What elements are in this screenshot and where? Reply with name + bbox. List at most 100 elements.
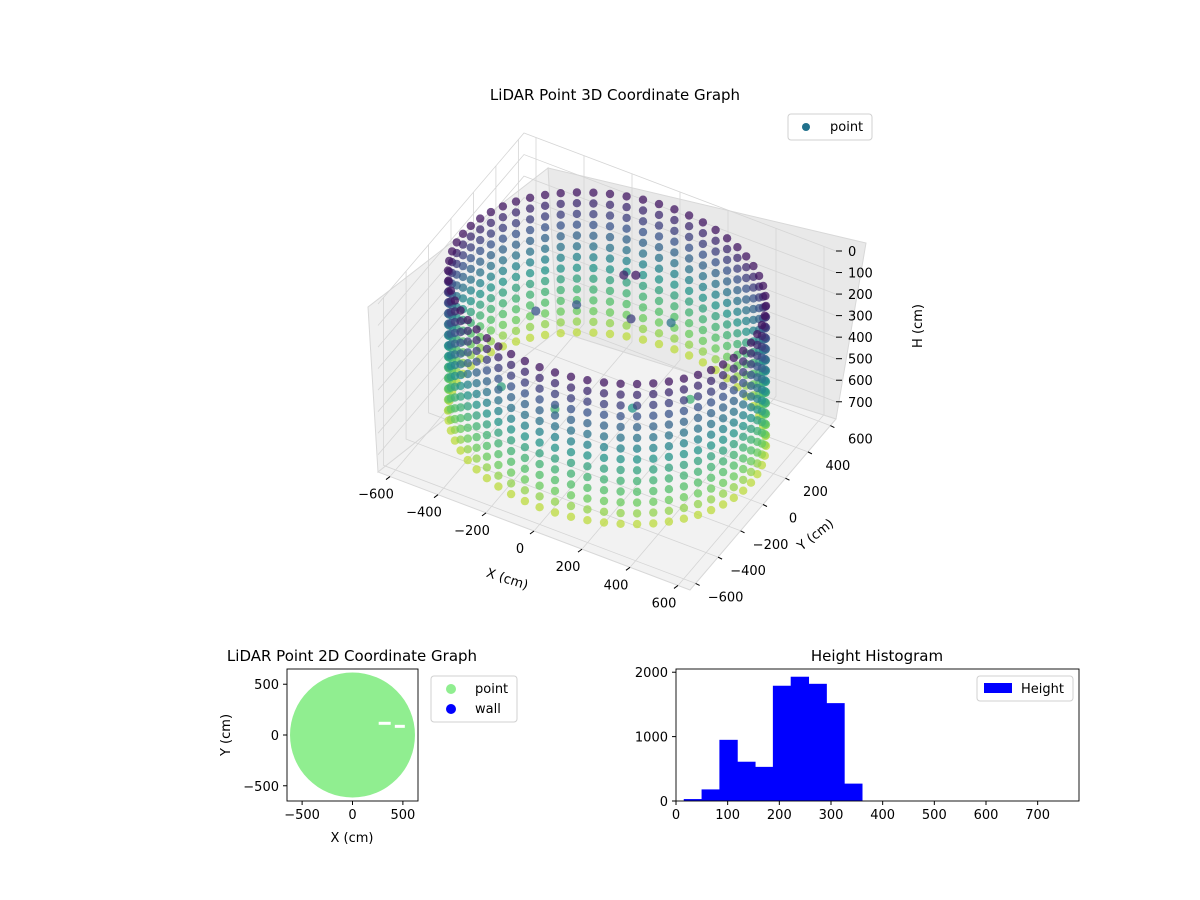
cloud-point-842: [583, 451, 592, 460]
cloud-point-589: [718, 446, 728, 455]
cloud-point-475: [753, 405, 762, 414]
cloud-point-79: [670, 248, 679, 257]
cloud-point-314: [466, 297, 475, 306]
cloud-point-85: [572, 317, 582, 326]
cloud-point-710: [506, 489, 516, 499]
cloud-point-9: [622, 235, 631, 244]
cloud-point-25: [638, 217, 648, 226]
cloud-point-841: [583, 462, 592, 471]
cloud-point-151: [540, 212, 550, 221]
cloud-point-533: [739, 421, 748, 431]
cloud-point-205: [511, 240, 521, 249]
cloud-point-649: [693, 413, 703, 423]
cloud-point-184: [722, 352, 732, 361]
grid-line-z-3: [377, 197, 837, 369]
z-tick-label-4: 400: [848, 331, 873, 346]
cloud-point-27: [638, 195, 648, 204]
cloud-point-23: [638, 238, 648, 247]
cloud-point-28: [605, 329, 615, 339]
cloud-point-796: [550, 486, 560, 496]
cloud-point-127: [698, 347, 708, 356]
cloud-point-761: [632, 423, 642, 432]
cloud-point-797: [550, 475, 560, 485]
cloud-point-640: [693, 510, 703, 520]
cloud-point-66: [589, 220, 598, 230]
cloud-point-315: [466, 286, 475, 295]
cloud-point-670: [679, 493, 689, 502]
x-tick-mark-6: [673, 585, 679, 589]
cloud-point-12: [622, 202, 631, 212]
cloud-point-249: [742, 273, 751, 283]
y-tick-2d-label-2: 500: [254, 678, 279, 693]
cloud-point-729: [649, 465, 658, 474]
cloud-point-828: [566, 448, 576, 457]
cloud-point-625: [706, 365, 716, 375]
cloud-point-540: [739, 346, 748, 355]
cloud-point-202: [511, 272, 521, 282]
cloud-point-802: [550, 422, 560, 431]
cloud-point-839: [583, 483, 592, 493]
x-tick-mark-3: [529, 530, 535, 535]
cloud-point-477: [753, 383, 762, 393]
y-tick-label-6: 600: [848, 433, 873, 448]
cloud-point-819: [599, 399, 609, 409]
cloud-point-555: [450, 296, 460, 305]
cloud-point-572: [456, 424, 465, 434]
cloud-point-849: [583, 376, 592, 385]
x-tick-mark-0: [385, 476, 391, 480]
cloud-point-847: [583, 397, 592, 406]
cloud-point-678: [679, 406, 689, 416]
cloud-point-502: [746, 424, 756, 434]
cloud-point-231: [498, 266, 508, 276]
cloud-point-126: [698, 358, 708, 367]
cloud-point-609: [463, 337, 472, 346]
cloud-point-594: [718, 392, 728, 401]
cloud-point-769: [535, 470, 544, 480]
cloud-point-783: [616, 487, 625, 496]
cloud-point-62: [589, 263, 598, 273]
cloud-point-826: [566, 469, 576, 478]
cloud-point-531: [739, 443, 748, 452]
cloud-point-291: [476, 235, 485, 245]
cloud-point-15: [638, 324, 648, 334]
cloud-point-97: [572, 188, 582, 197]
cloud-point-196: [511, 337, 521, 346]
cloud-point-612: [706, 505, 716, 515]
histogram-ticks: 0 100 200 300 400 500 600 700 0 1000 2000: [635, 666, 1050, 823]
y-tick-mark-4: [785, 477, 790, 481]
cloud-point-775: [535, 406, 544, 415]
hist-x-tick-label-6: 600: [974, 808, 999, 823]
cloud-point-738: [520, 496, 530, 506]
cloud-point-621: [706, 409, 716, 418]
cloud-point-656: [482, 452, 492, 461]
x-tick-label-6: 600: [652, 596, 677, 611]
cloud-point-721: [506, 371, 516, 380]
cloud-point-713: [506, 457, 516, 466]
cloud-point-611: [463, 315, 472, 325]
cloud-point-21: [638, 260, 648, 269]
cloud-point-591: [718, 424, 728, 434]
legend-2d-point-label: point: [475, 682, 508, 697]
cloud-point-67: [589, 210, 598, 219]
cloud-point-10: [622, 224, 631, 233]
cloud-point-203: [511, 262, 521, 271]
z-tick-label-2: 200: [848, 288, 873, 303]
legend-2d-wall-label: wall: [475, 702, 501, 717]
cloud-point-658: [482, 430, 492, 440]
histogram-bar-9: [844, 783, 863, 801]
cloud-point-57: [589, 317, 598, 327]
cloud-point-631: [472, 411, 481, 420]
cloud-point-135: [698, 261, 708, 270]
cloud-point-740: [520, 475, 530, 484]
cloud-point-848: [583, 386, 592, 396]
cloud-point-244: [742, 327, 751, 336]
cloud-point-198: [511, 315, 521, 325]
cloud-point-558: [729, 472, 738, 481]
cloud-point-54: [654, 210, 664, 220]
cloud-point-307: [754, 271, 764, 281]
x-tick-label-4: 200: [556, 560, 581, 575]
cloud-point-597: [718, 360, 728, 369]
cloud-point-222: [733, 253, 742, 263]
cloud-point-724: [649, 519, 658, 528]
cloud-point-716: [506, 425, 516, 434]
